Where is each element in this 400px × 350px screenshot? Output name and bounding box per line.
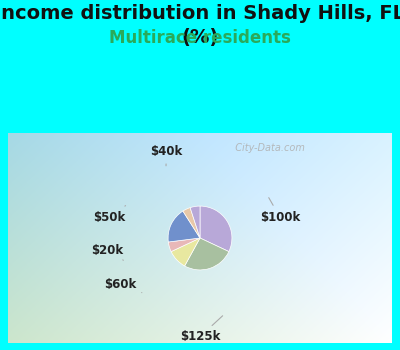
Wedge shape bbox=[185, 238, 229, 270]
Text: $100k: $100k bbox=[260, 198, 300, 224]
Text: $20k: $20k bbox=[92, 244, 124, 260]
Text: City-Data.com: City-Data.com bbox=[229, 143, 305, 153]
Text: $60k: $60k bbox=[104, 278, 142, 293]
Wedge shape bbox=[183, 208, 200, 238]
Text: Income distribution in Shady Hills, FL
(%): Income distribution in Shady Hills, FL (… bbox=[0, 4, 400, 47]
Text: Multirace residents: Multirace residents bbox=[109, 29, 291, 47]
Wedge shape bbox=[171, 238, 200, 266]
Wedge shape bbox=[200, 206, 232, 252]
Text: $125k: $125k bbox=[180, 316, 223, 343]
Text: $50k: $50k bbox=[94, 206, 126, 224]
Wedge shape bbox=[190, 206, 200, 238]
Text: $40k: $40k bbox=[150, 145, 182, 166]
Wedge shape bbox=[168, 211, 200, 242]
Wedge shape bbox=[168, 238, 200, 252]
